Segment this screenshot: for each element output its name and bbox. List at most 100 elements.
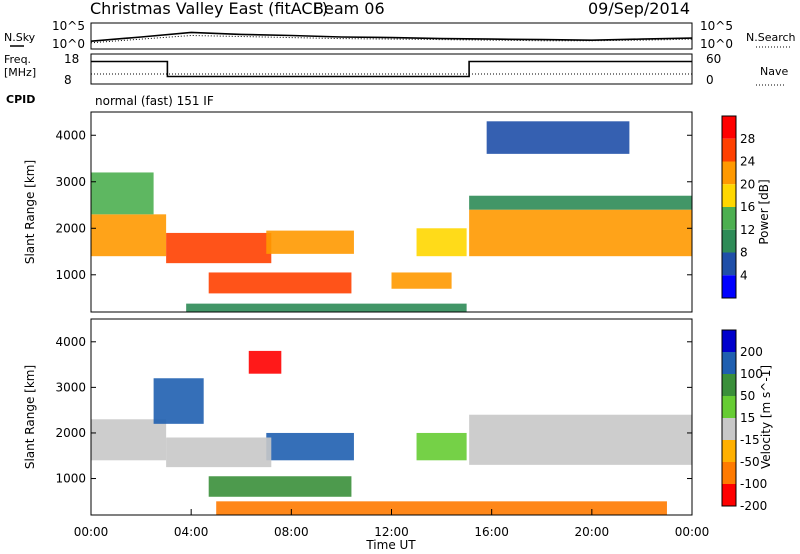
freq-tick-top: 18 <box>64 52 79 66</box>
power-echo-band <box>469 195 692 210</box>
y-tick-label: 2000 <box>55 221 86 235</box>
y-tick-label: 4000 <box>55 128 86 142</box>
nave-label: Nave <box>760 65 788 78</box>
power-panel: 1000 2000 3000 4000 Slant Range [km] 4 8 12 16… <box>23 111 771 313</box>
colorbar-segment <box>722 252 736 276</box>
colorbar-segment <box>722 374 736 396</box>
velocity-echo-band <box>266 432 354 461</box>
freq-tick-bottom: 8 <box>64 73 72 87</box>
power-panel-frame <box>90 111 693 313</box>
colorbar-tick-label: 15 <box>740 411 755 425</box>
velocity-echo-band <box>166 437 272 468</box>
colorbar-tick-label: 50 <box>740 389 755 403</box>
date-label: 09/Sep/2014 <box>588 0 690 18</box>
velocity-panel: 1000 2000 3000 4000 00:00 04:00 08:00 12:00 16:… <box>23 318 773 552</box>
colorbar-tick-label: -200 <box>740 499 767 513</box>
colorbar-tick-label: -100 <box>740 477 767 491</box>
colorbar-tick-label: 16 <box>740 200 755 214</box>
noise-tick-left-top: 10^5 <box>52 19 85 33</box>
power-echo-band <box>416 228 467 257</box>
freq-label: Freq. <box>4 53 31 66</box>
x-tick-label: 00:00 <box>74 525 109 539</box>
y-tick-label: 3000 <box>55 380 86 394</box>
nave-tick-top: 60 <box>706 52 721 66</box>
velocity-echo-band <box>208 476 352 497</box>
colorbar-segment <box>722 138 736 162</box>
power-echo-band <box>166 232 272 264</box>
freq-line <box>91 60 692 78</box>
noise-tick-right-top: 10^5 <box>700 19 733 33</box>
colorbar-segment <box>722 484 736 506</box>
power-echo-band <box>208 272 352 294</box>
velocity-echo-band <box>416 432 467 461</box>
colorbar-tick-label: 200 <box>740 345 763 359</box>
noise-panel: N.Sky 10^5 10^0 10^5 10^0 N.Search <box>4 19 796 51</box>
nave-tick-bottom: 0 <box>706 73 714 87</box>
velocity-echo-band <box>153 378 204 424</box>
y-tick-label: 2000 <box>55 426 86 440</box>
velocity-echo-band <box>469 414 692 465</box>
colorbar-frame <box>721 329 737 507</box>
colorbar-tick-label: 8 <box>740 246 748 260</box>
noise-tick-left-bottom: 10^0 <box>52 37 85 51</box>
noise-tick-right-bottom: 10^0 <box>700 37 733 51</box>
colorbar-segment <box>722 161 736 185</box>
cpid-text: normal (fast) 151 IF <box>95 94 214 108</box>
colorbar-tick-label: 24 <box>740 155 755 169</box>
colorbar-tick-label: 12 <box>740 223 755 237</box>
colorbar-segment <box>722 418 736 440</box>
colorbar-tick-label: -50 <box>740 455 760 469</box>
nsky-label: N.Sky <box>4 31 36 44</box>
colorbar-segment <box>722 330 736 352</box>
colorbar-segment <box>722 352 736 374</box>
colorbar-tick-label: 28 <box>740 132 755 146</box>
colorbar-segment <box>722 440 736 462</box>
power-echo-band <box>486 121 630 154</box>
power-ylabel: Slant Range [km] <box>23 160 37 264</box>
x-tick-label: 16:00 <box>474 525 509 539</box>
x-tick-label: 00:00 <box>675 525 710 539</box>
freq-panel-frame <box>90 53 693 85</box>
colorbar-tick-label: 20 <box>740 177 755 191</box>
x-tick-label: 08:00 <box>274 525 309 539</box>
velocity-ylabel: Slant Range [km] <box>23 365 37 469</box>
colorbar-segment <box>722 184 736 207</box>
y-tick-label: 4000 <box>55 335 86 349</box>
power-echo-band <box>91 214 167 257</box>
colorbar-segment <box>722 275 736 298</box>
y-tick-label: 1000 <box>55 268 86 282</box>
power-colorbar-label: Power [dB] <box>757 179 771 244</box>
colorbar-segment <box>722 207 736 230</box>
colorbar-segment <box>722 229 736 253</box>
power-echo-band <box>469 209 692 257</box>
colorbar-tick-label: -15 <box>740 433 760 447</box>
x-tick-label: 12:00 <box>374 525 409 539</box>
frequency-panel: Freq. [MHz] 18 8 60 0 Nave CPID normal (… <box>4 52 788 108</box>
colorbar-frame <box>721 115 737 299</box>
noise-line-nsearch <box>90 34 693 44</box>
power-echo-band <box>186 303 467 312</box>
y-tick-label: 3000 <box>55 175 86 189</box>
time-axis-label: Time UT <box>365 538 416 552</box>
velocity-echo-band <box>91 419 167 461</box>
nsearch-label: N.Search <box>746 31 796 44</box>
noise-line-nsky <box>90 31 693 42</box>
velocity-echo-band <box>216 501 667 515</box>
velocity-echo-band <box>248 350 282 374</box>
colorbar-segment <box>722 462 736 484</box>
beam-label: Beam 06 <box>313 0 385 18</box>
freq-unit-label: [MHz] <box>4 66 36 79</box>
cpid-label: CPID <box>6 93 35 106</box>
figure-title: Christmas Valley East (fitACF) <box>90 0 328 18</box>
x-tick-label: 04:00 <box>174 525 209 539</box>
colorbar-segment <box>722 116 736 139</box>
power-echo-band <box>266 230 354 254</box>
colorbar-segment <box>722 396 736 418</box>
noise-panel-frame <box>90 22 693 50</box>
y-tick-label: 1000 <box>55 472 86 486</box>
velocity-colorbar-label: Velocity [m s^-1] <box>759 365 773 469</box>
power-echo-band <box>91 172 154 215</box>
colorbar-tick-label: 100 <box>740 367 763 381</box>
x-tick-label: 20:00 <box>575 525 610 539</box>
